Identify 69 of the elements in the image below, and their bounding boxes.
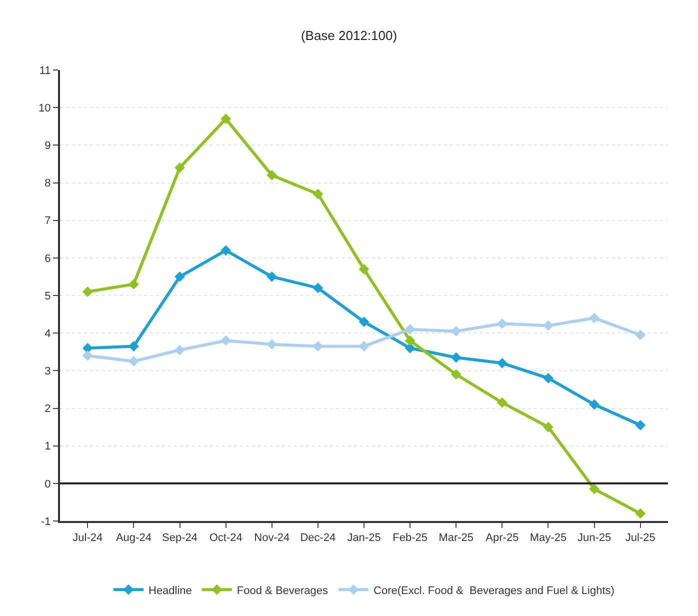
y-tick-label: 2 (44, 403, 51, 416)
x-tick-label: Jul-25 (625, 532, 656, 544)
point (543, 320, 554, 331)
y-tick-label: 6 (44, 252, 51, 265)
point (128, 341, 139, 352)
x-tick-label: May-25 (530, 532, 567, 544)
point (635, 330, 646, 340)
y-tick-label: 1 (44, 440, 51, 453)
x-tick-label: Jan-25 (347, 532, 381, 544)
point (450, 352, 462, 363)
point (128, 356, 139, 366)
x-tick-label: Mar-25 (438, 532, 474, 544)
x-tick-label: Jun-25 (577, 532, 612, 544)
point (589, 484, 600, 494)
x-tick-label: Aug-24 (116, 532, 152, 544)
y-tick-label: 10 (38, 102, 51, 114)
point (82, 342, 93, 354)
x-tick-label: Sep-24 (162, 532, 198, 544)
legend-label: Core(Excl. Food & Beverages and Fuel & Lights) (374, 584, 614, 597)
point (496, 358, 508, 368)
point (174, 272, 185, 282)
point (496, 397, 508, 408)
point (404, 342, 416, 354)
point (404, 324, 416, 335)
x-tick-label: Jul-24 (72, 532, 103, 544)
legend-label: Food & Beverages (236, 584, 329, 597)
y-tick-label: 8 (44, 178, 51, 190)
y-tick-label: 4 (44, 328, 51, 340)
point (220, 245, 232, 256)
point (312, 341, 324, 352)
point (312, 282, 324, 294)
x-tick-label: Dec-24 (300, 532, 336, 544)
y-tick-label: 3 (44, 366, 51, 378)
point (358, 264, 370, 274)
x-tick-label: Oct-24 (209, 532, 242, 544)
point (358, 316, 370, 328)
point (635, 420, 646, 430)
point (589, 312, 600, 324)
point (496, 318, 508, 329)
y-tick-label: 9 (44, 140, 51, 152)
point (635, 508, 646, 519)
legend-label: Headline (148, 584, 192, 597)
point (266, 339, 278, 350)
point (543, 372, 554, 384)
point (589, 399, 600, 410)
point (128, 279, 139, 290)
point (266, 272, 278, 282)
point (404, 335, 416, 346)
y-tick-label: 5 (44, 290, 51, 302)
y-tick-label: -1 (41, 516, 51, 528)
point (82, 350, 93, 361)
point (220, 335, 232, 346)
point (312, 188, 324, 200)
y-tick-label: 7 (44, 215, 51, 228)
x-tick-label: Nov-24 (254, 532, 290, 544)
point (174, 344, 185, 356)
y-tick-label: 11 (39, 64, 51, 77)
point (450, 326, 462, 336)
point (220, 114, 232, 124)
y-tick-label: 0 (44, 478, 51, 490)
x-tick-label: Apr-25 (486, 532, 519, 544)
point (174, 162, 185, 173)
x-tick-label: Feb-25 (392, 532, 428, 544)
point (450, 369, 462, 380)
point (266, 170, 278, 180)
point (543, 422, 554, 432)
point (82, 286, 93, 297)
chart-title: (Base 2012:100) (300, 28, 398, 43)
point (358, 341, 370, 352)
